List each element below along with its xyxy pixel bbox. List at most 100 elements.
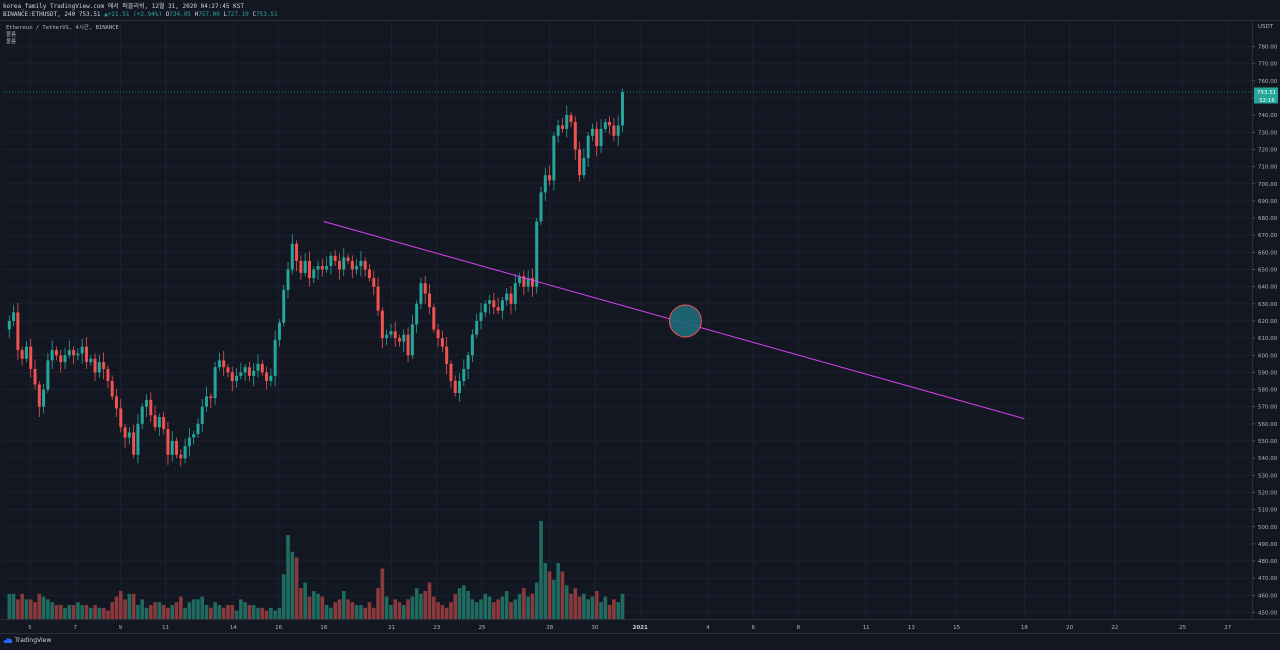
candle-body <box>470 334 474 356</box>
volume-bar <box>33 602 37 619</box>
candle-body <box>376 286 380 311</box>
candle-body <box>599 128 603 147</box>
candle-body <box>458 380 462 393</box>
candle-body <box>526 278 530 287</box>
volume-bar <box>118 591 123 619</box>
highlight-circle[interactable] <box>668 304 702 338</box>
candle-body <box>29 346 33 369</box>
candle-body <box>235 375 239 381</box>
tradingview-logo[interactable]: TradingView <box>3 637 51 644</box>
candle-body <box>89 358 93 363</box>
price-tick-label: 450.00 <box>1258 611 1278 617</box>
candle-body <box>102 362 106 369</box>
footer-bar: TradingView <box>0 633 1280 650</box>
price-tick-label: 590.00 <box>1258 370 1278 376</box>
volume-bars <box>7 521 625 619</box>
volume-legend: 볼륨 <box>6 32 17 38</box>
candle-body <box>200 406 204 424</box>
candle-body <box>97 362 101 373</box>
low-label: L <box>223 11 228 18</box>
price-badge: 753.51 <box>1257 90 1276 96</box>
candle-body <box>415 303 419 325</box>
volume-bar <box>590 596 595 619</box>
volume-bar <box>414 588 419 619</box>
brand-label: TradingView <box>15 637 52 644</box>
volume-bar <box>410 596 415 619</box>
volume-bar <box>286 535 290 619</box>
candle-body <box>578 149 582 176</box>
candle-body <box>282 290 286 323</box>
candle-body <box>565 115 569 129</box>
candle-body <box>213 367 217 399</box>
price-tick-label: 630.00 <box>1258 302 1278 308</box>
time-tick-label: 25 <box>479 625 486 631</box>
candle-body <box>149 399 153 416</box>
volume-bar <box>131 593 136 619</box>
volume-bar <box>397 602 402 619</box>
time-tick-label: 23 <box>433 625 440 631</box>
price-chart[interactable]: USDT 450.00 460.00 470.00 480.00 490.00 500.00… <box>0 0 1280 633</box>
price-axis[interactable]: USDT 450.00 460.00 470.00 480.00 490.00 500.00… <box>1252 21 1280 619</box>
price-axis-bg <box>1252 21 1280 619</box>
volume-bar <box>179 596 183 619</box>
volume-bar <box>213 602 217 619</box>
volume-bar <box>359 605 363 619</box>
time-tick-label: 4 <box>706 625 710 631</box>
volume-bar <box>110 602 114 619</box>
last-price: 753.51 <box>78 11 101 18</box>
candle-body <box>320 266 324 270</box>
volume-bar <box>363 607 367 619</box>
candle-body <box>483 303 487 313</box>
volume-bar <box>560 571 565 619</box>
candle-body <box>217 360 221 368</box>
candle-body <box>423 283 427 294</box>
grid <box>3 21 1252 619</box>
volume-bar <box>423 591 428 619</box>
time-axis[interactable]: 5 7 9 11 14 16 18 21 23 25 28 30 2021 4 6 8 11 13 15 18 20 22… <box>0 619 1280 632</box>
time-tick-label: 30 <box>592 625 599 631</box>
candle-body <box>187 437 191 447</box>
volume-bar <box>187 602 192 619</box>
volume-bar <box>513 599 518 619</box>
volume-bar <box>492 602 496 619</box>
open-label: O <box>165 11 170 18</box>
price-tick-label: 640.00 <box>1258 285 1278 291</box>
volume-bar <box>564 585 569 619</box>
candle-body <box>590 128 594 136</box>
volume-bar <box>607 605 612 619</box>
candle-body <box>209 396 213 399</box>
candle-body <box>513 283 517 304</box>
volume-bar <box>247 605 252 619</box>
price-tick-label: 470.00 <box>1258 576 1278 582</box>
time-tick-label: 14 <box>230 625 237 631</box>
candle-body <box>54 350 58 356</box>
candle-body <box>367 269 371 279</box>
candle-body <box>329 255 333 267</box>
candle-body <box>183 446 187 459</box>
volume-bar <box>466 591 470 619</box>
volume-legend-2: 볼륨 <box>6 39 17 45</box>
volume-bar <box>582 593 586 619</box>
price-tick-label: 740.00 <box>1258 113 1278 119</box>
volume-bar <box>303 582 307 619</box>
candle-body <box>428 293 432 308</box>
price-tick-label: 530.00 <box>1258 473 1278 479</box>
candle-body <box>522 276 526 287</box>
price-tick-label: 720.00 <box>1258 147 1278 153</box>
candle-body <box>337 260 341 270</box>
time-tick-label: 18 <box>1021 625 1028 631</box>
candle-body <box>389 331 393 335</box>
volume-bar <box>114 596 119 619</box>
volume-bar <box>71 605 76 619</box>
candle-body <box>496 307 500 311</box>
volume-bar <box>487 596 492 619</box>
volume-bar <box>251 605 256 619</box>
candle-body <box>170 441 174 455</box>
price-tick-label: 520.00 <box>1258 490 1278 496</box>
volume-bar <box>367 602 372 619</box>
volume-bar <box>341 591 346 619</box>
candle-body <box>226 367 230 373</box>
candle-body <box>505 293 509 301</box>
volume-bar <box>329 607 333 619</box>
